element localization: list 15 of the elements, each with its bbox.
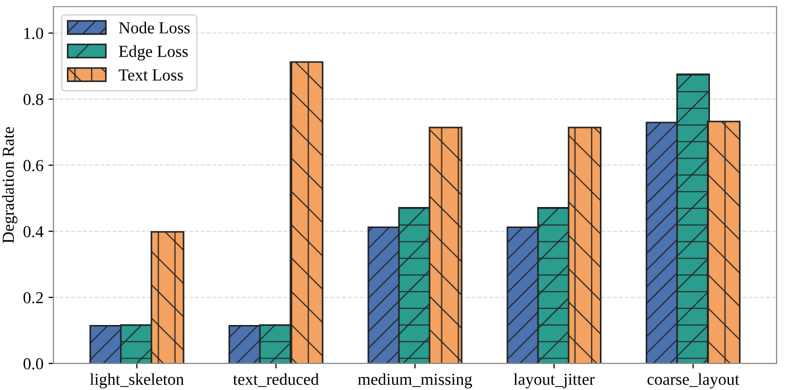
y-tick-label: 0.8 bbox=[24, 94, 44, 106]
x-tick-label: light_skeleton bbox=[90, 373, 184, 388]
y-tick-label: 0.4 bbox=[24, 226, 44, 238]
legend-label: Edge Loss bbox=[118, 45, 188, 60]
x-tick-label: text_reduced bbox=[233, 373, 319, 387]
x-tick-label: coarse_layout bbox=[647, 373, 740, 388]
y-tick-label: 0.6 bbox=[24, 160, 44, 172]
y-tick-label: 0.0 bbox=[24, 358, 44, 370]
y-tick-label: 0.2 bbox=[24, 292, 43, 304]
x-tick-label: layout_jitter bbox=[514, 373, 595, 388]
x-tick-label: medium_missing bbox=[358, 373, 472, 388]
y-axis-title: Degradation Rate bbox=[2, 127, 18, 244]
legend-label: Text Loss bbox=[118, 70, 183, 81]
legend-label: Node Loss bbox=[118, 22, 190, 34]
y-tick-label: 1.0 bbox=[24, 28, 44, 40]
